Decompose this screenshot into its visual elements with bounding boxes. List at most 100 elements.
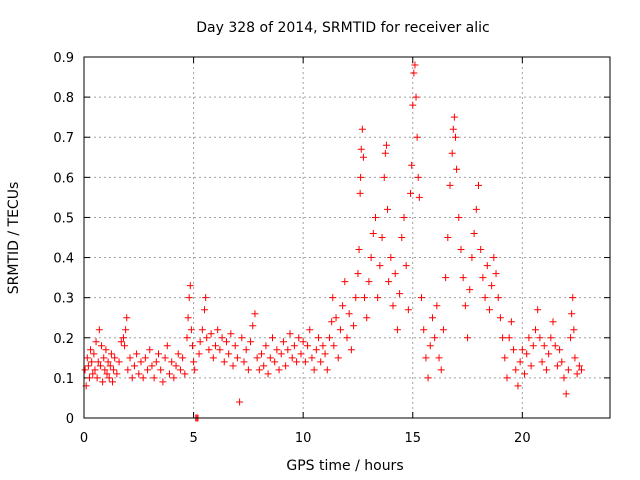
data-point <box>150 374 158 382</box>
data-point <box>244 366 252 374</box>
data-point <box>135 370 143 378</box>
y-tick-label: 0.2 <box>53 332 74 347</box>
data-point <box>540 342 548 350</box>
data-point <box>381 149 389 157</box>
data-point <box>99 378 107 386</box>
data-point <box>170 374 178 382</box>
data-point <box>107 350 115 358</box>
data-point <box>90 350 98 358</box>
data-point <box>570 326 578 334</box>
data-point <box>402 262 410 270</box>
data-point <box>186 282 194 290</box>
data-point <box>569 294 577 302</box>
data-point <box>299 338 307 346</box>
data-point <box>100 354 108 362</box>
data-point <box>359 153 367 161</box>
x-axis-title: GPS time / hours <box>286 458 403 474</box>
data-point <box>101 366 109 374</box>
data-point <box>578 366 586 374</box>
data-point <box>422 354 430 362</box>
data-point <box>306 326 314 334</box>
data-point <box>345 310 353 318</box>
data-point <box>398 234 406 241</box>
data-point <box>161 354 169 362</box>
y-tick-label: 0.6 <box>53 171 74 186</box>
data-point <box>357 145 365 153</box>
data-point <box>325 334 333 342</box>
data-point <box>446 181 454 189</box>
x-tick-label: 5 <box>189 431 197 446</box>
data-point <box>264 370 272 378</box>
data-point <box>184 314 192 322</box>
data-point <box>536 334 544 342</box>
data-point <box>343 334 351 342</box>
data-point <box>341 278 349 286</box>
data-point <box>382 141 390 149</box>
data-point <box>163 342 171 350</box>
data-point <box>575 362 583 370</box>
data-point <box>329 294 337 302</box>
x-tick-label: 10 <box>295 431 312 446</box>
data-point <box>464 334 472 342</box>
data-point <box>317 358 325 366</box>
data-point <box>249 322 257 330</box>
data-point <box>352 294 360 302</box>
data-point <box>126 354 134 362</box>
data-point <box>431 334 439 342</box>
data-point <box>562 390 570 398</box>
data-point <box>384 205 392 213</box>
data-point <box>538 358 546 366</box>
data-point <box>304 342 312 350</box>
data-point <box>529 342 537 350</box>
data-point <box>236 398 244 406</box>
data-point <box>407 189 415 197</box>
data-point <box>310 366 318 374</box>
data-point <box>207 330 215 338</box>
data-point <box>148 362 156 370</box>
data-point <box>365 278 373 286</box>
data-point <box>451 133 459 141</box>
data-point <box>400 213 408 221</box>
data-point <box>315 334 323 342</box>
data-point <box>123 314 131 322</box>
data-point <box>481 294 489 302</box>
data-point <box>505 334 513 342</box>
data-point <box>94 358 102 366</box>
data-point <box>290 342 298 350</box>
data-point <box>179 354 187 362</box>
data-point <box>516 358 524 366</box>
data-point <box>146 346 154 354</box>
data-point <box>121 342 129 350</box>
y-axis-title: SRMTID / TECUs <box>6 182 22 295</box>
data-point <box>111 354 119 362</box>
data-point <box>347 346 355 354</box>
y-tick-label: 0.5 <box>53 211 74 226</box>
data-point <box>510 346 518 354</box>
grid-lines <box>84 57 610 418</box>
data-point <box>488 282 496 290</box>
data-point <box>312 346 320 354</box>
data-point <box>202 294 210 302</box>
data-point <box>268 334 276 342</box>
data-point <box>461 302 469 310</box>
data-point <box>165 370 173 378</box>
data-point <box>466 286 474 294</box>
data-point <box>168 358 176 366</box>
data-point <box>84 362 92 370</box>
data-point <box>358 125 366 133</box>
data-point <box>284 346 292 354</box>
data-point <box>87 346 95 354</box>
data-point <box>355 246 363 254</box>
data-point <box>181 370 189 378</box>
data-point <box>336 326 344 334</box>
data-point <box>374 294 382 302</box>
data-point <box>420 326 428 334</box>
data-point <box>104 358 112 366</box>
data-point <box>277 350 285 358</box>
data-point <box>354 270 362 278</box>
data-point <box>542 366 550 374</box>
data-point <box>92 338 100 346</box>
data-point <box>450 113 458 121</box>
data-point <box>176 366 184 374</box>
data-point <box>363 314 371 322</box>
